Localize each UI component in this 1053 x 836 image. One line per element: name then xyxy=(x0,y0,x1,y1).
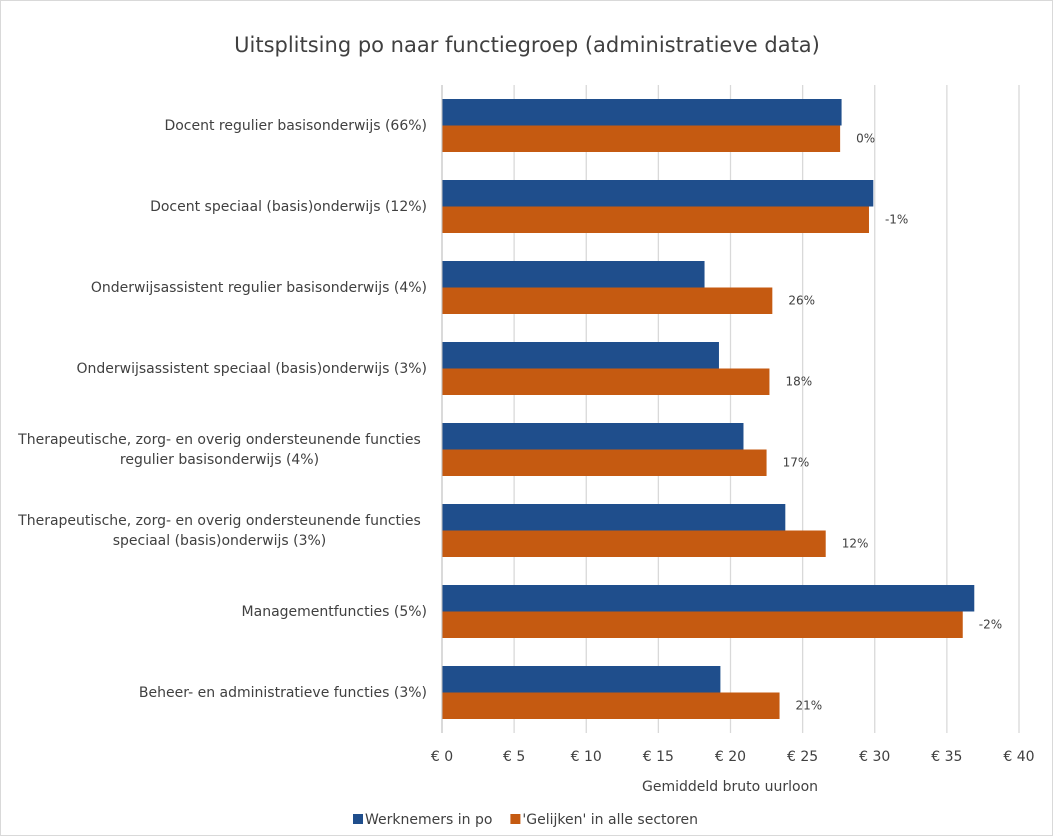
x-tick-label: € 35 xyxy=(931,749,962,765)
x-tick-label: € 20 xyxy=(715,749,746,765)
x-tick-label: € 0 xyxy=(431,749,453,765)
category-label: Docent regulier basisonderwijs (66%) xyxy=(164,96,427,156)
category-text: Therapeutische, zorg- en overig onderste… xyxy=(18,431,421,468)
bar xyxy=(442,423,744,450)
bar xyxy=(442,368,770,395)
bar xyxy=(442,287,773,314)
category-text: Docent regulier basisonderwijs (66%) xyxy=(164,117,427,134)
x-tick-label: € 15 xyxy=(643,749,674,765)
legend-swatch xyxy=(353,814,363,824)
bar xyxy=(442,504,786,531)
bar xyxy=(442,125,841,152)
category-text: Onderwijsassistent regulier basisonderwi… xyxy=(90,279,427,296)
x-tick-label: € 30 xyxy=(859,749,890,765)
difference-label: 17% xyxy=(783,455,810,469)
bar xyxy=(442,666,721,693)
x-tick-label: € 25 xyxy=(787,749,818,765)
legend-label: 'Gelijken' in alle sectoren xyxy=(522,812,698,828)
bar xyxy=(442,692,780,719)
x-tick-label: € 10 xyxy=(571,749,602,765)
category-text: Managementfuncties (5%) xyxy=(241,603,427,620)
difference-label: 21% xyxy=(796,698,823,712)
difference-label: 26% xyxy=(788,293,815,307)
difference-label: 12% xyxy=(842,536,869,550)
bar xyxy=(442,99,842,126)
chart-title: Uitsplitsing po naar functiegroep (admin… xyxy=(234,33,820,57)
category-label: Beheer- en administratieve functies (3%) xyxy=(139,663,427,723)
difference-label: 0% xyxy=(856,131,875,145)
category-text: Therapeutische, zorg- en overig onderste… xyxy=(18,512,421,549)
bar xyxy=(442,585,975,612)
legend-label: Werknemers in po xyxy=(365,812,492,828)
difference-label: 18% xyxy=(785,374,812,388)
legend-swatch xyxy=(510,814,521,824)
category-text: Beheer- en administratieve functies (3%) xyxy=(138,684,427,701)
bar xyxy=(442,180,874,207)
category-label: Docent speciaal (basis)onderwijs (12%) xyxy=(150,177,427,237)
x-axis-title: Gemiddeld bruto uurloon xyxy=(642,779,818,795)
x-tick-label: € 5 xyxy=(503,749,525,765)
category-text: Docent speciaal (basis)onderwijs (12%) xyxy=(150,198,427,215)
difference-label: -2% xyxy=(979,617,1002,631)
category-label: Therapeutische, zorg- en overig onderste… xyxy=(12,501,427,561)
bar xyxy=(442,530,826,557)
bar xyxy=(442,611,963,638)
x-tick-label: € 40 xyxy=(1003,749,1034,765)
category-label: Onderwijsassistent speciaal (basis)onder… xyxy=(77,339,428,399)
bar xyxy=(442,261,705,288)
bar xyxy=(442,449,767,476)
category-label: Therapeutische, zorg- en overig onderste… xyxy=(12,420,427,480)
category-text: Onderwijsassistent speciaal (basis)onder… xyxy=(76,360,428,377)
bar xyxy=(442,342,719,369)
category-label: Managementfuncties (5%) xyxy=(242,582,427,642)
difference-label: -1% xyxy=(885,212,908,226)
bar xyxy=(442,206,869,233)
category-label: Onderwijsassistent regulier basisonderwi… xyxy=(91,258,427,318)
